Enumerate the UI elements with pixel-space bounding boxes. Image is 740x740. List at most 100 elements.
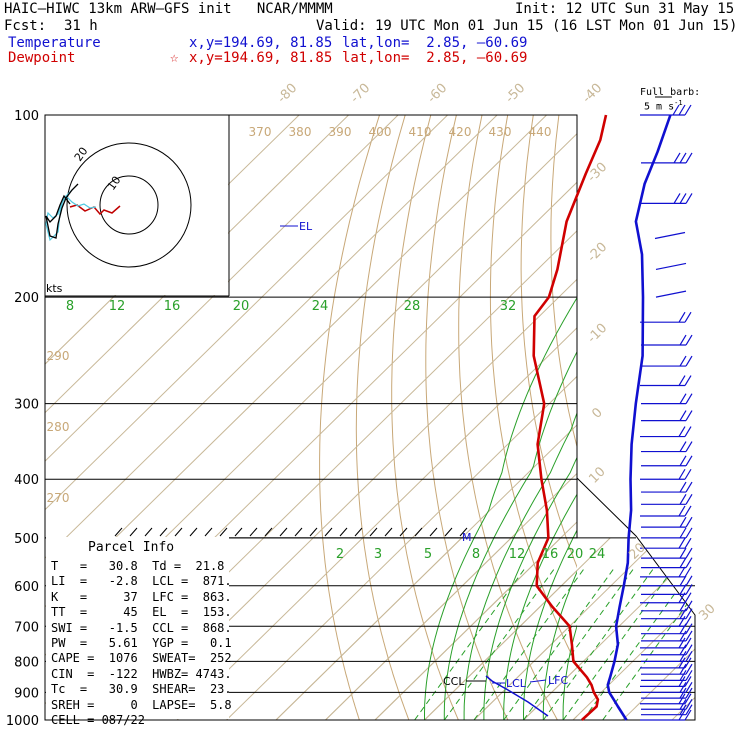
wind-barb xyxy=(640,615,692,627)
wind-barb xyxy=(641,481,693,493)
wind-barb xyxy=(640,537,692,549)
wind-barb xyxy=(641,670,693,681)
wind-barb xyxy=(655,262,687,271)
isotherm-label: -80 xyxy=(275,81,301,107)
hatch-tick xyxy=(459,527,468,537)
hatch-tick xyxy=(264,527,273,537)
parcel-info-row: CELL = 087/22 xyxy=(51,713,145,727)
moist-adiabat xyxy=(443,350,577,720)
hodograph-trace-mid xyxy=(45,188,97,242)
mixing-ratio-label: 12 xyxy=(509,547,526,562)
hatch-tick xyxy=(354,527,363,537)
parcel-info-title: Parcel Info xyxy=(88,540,175,555)
isotherm-label: -30 xyxy=(585,160,611,186)
parcel-info-row: SREH = 0 LAPSE= 5.8 xyxy=(51,697,232,712)
pressure-tick-label: 1000 xyxy=(6,714,39,729)
theta-label: 400 xyxy=(369,125,392,139)
dry-adiabat xyxy=(550,115,577,449)
wind-barb xyxy=(641,393,693,405)
pressure-tick-label: 600 xyxy=(14,580,39,595)
temperature-profile xyxy=(606,114,672,721)
init-line: Init: 12 UTC Sun 31 May 15 xyxy=(515,1,735,17)
wind-barb xyxy=(654,231,686,240)
theta-label: 270 xyxy=(47,491,70,505)
dry-adiabat xyxy=(319,115,380,720)
dewpoint-legend-label: Dewpoint xyxy=(8,50,76,66)
pressure-tick-label: 900 xyxy=(14,686,39,701)
wind-barb xyxy=(641,584,693,595)
ccl-label: CCL xyxy=(443,675,465,688)
pressure-tick-label: 300 xyxy=(14,398,39,413)
wind-barb xyxy=(640,709,692,721)
dry-adiabat xyxy=(608,115,740,720)
isotherm-label: 0 xyxy=(589,405,605,421)
wind-barb xyxy=(641,630,693,642)
wind-barb xyxy=(640,104,692,116)
parcel-info-row: SWI = -1.5 CCL = 868. xyxy=(51,620,232,635)
moist-adiabat xyxy=(503,493,577,720)
theta-label: 420 xyxy=(449,125,472,139)
moist-adiabat xyxy=(603,115,740,720)
hatch-tick xyxy=(114,527,123,537)
hatch-tick xyxy=(219,527,228,537)
parcel-info-row: PW = 5.61 YGP = 0.1 xyxy=(51,636,232,650)
wind-barb xyxy=(641,516,693,528)
isotherm-line xyxy=(424,537,611,720)
wind-barb xyxy=(640,637,692,649)
barb-legend-line2: 5 m s-1 xyxy=(644,96,683,114)
wind-barb xyxy=(640,566,692,578)
isotherm-line xyxy=(622,537,695,720)
wind-barb xyxy=(640,505,692,517)
hatch-tick xyxy=(144,527,153,537)
dry-adiabat xyxy=(713,115,740,720)
mixing-ratio-label: 5 xyxy=(424,547,432,562)
isotherm-line xyxy=(275,424,577,720)
isotherm-line xyxy=(325,472,577,720)
dry-adiabat xyxy=(661,115,740,720)
hatch-tick xyxy=(399,527,408,537)
parcel-info-row: CIN = -122 HWBZ= 4743. xyxy=(51,666,232,681)
moist-adiabat xyxy=(562,624,577,720)
isotherm-label: -60 xyxy=(425,81,451,107)
parcel-info-row: CAPE = 1076 SWEAT= 252 xyxy=(51,651,232,666)
wind-barb xyxy=(641,355,693,367)
hatch-tick xyxy=(249,527,258,537)
wind-barb xyxy=(641,704,693,716)
temperature-xy: x,y=194.69, 81.85 xyxy=(189,35,333,51)
mixing-ratio-line xyxy=(443,567,556,720)
dry-adiabat xyxy=(355,115,410,720)
hodograph-trace-upper xyxy=(45,183,79,239)
mixing-ratio-label: 16 xyxy=(542,547,559,562)
hatch-tick xyxy=(174,527,183,537)
sounding-series xyxy=(485,114,672,721)
hodograph-ring-inner xyxy=(99,175,159,235)
valid-line: Valid: 19 UTC Mon 01 Jun 15 (16 LST Mon … xyxy=(316,18,738,34)
moist-adiabat-label: 16 xyxy=(164,299,181,314)
theta-label: 430 xyxy=(489,125,512,139)
star-icon: ☆ xyxy=(170,50,179,66)
moist-adiabat xyxy=(583,115,740,720)
moist-adiabat-label: 32 xyxy=(500,299,517,314)
isotherm-label: 20 xyxy=(626,540,648,562)
hatch-tick xyxy=(234,527,243,537)
pressure-tick-label: 800 xyxy=(14,655,39,670)
hatch-tick xyxy=(204,527,213,537)
wind-barb xyxy=(641,682,693,693)
hatch-tick xyxy=(414,527,423,537)
chart-frame xyxy=(44,114,696,721)
wind-barb xyxy=(640,676,692,688)
pressure-tick-label: 700 xyxy=(14,620,39,635)
hodograph-ring-outer xyxy=(66,142,192,268)
moist-adiabat xyxy=(463,411,577,720)
moist-adiabat-label: 8 xyxy=(66,299,74,314)
wind-barb xyxy=(640,468,692,480)
isotherm-line xyxy=(473,618,577,720)
isotherm-line xyxy=(226,375,577,720)
isotherm-label: -70 xyxy=(348,81,374,107)
parcel-info-row: T = 30.8 Td = 21.8 xyxy=(51,559,225,573)
moist-adiabat-label: 28 xyxy=(404,299,421,314)
moist-adiabat xyxy=(662,115,740,720)
moist-adiabat-label: 24 xyxy=(312,299,329,314)
parcel-info-row: LI = -2.8 LCL = 871. xyxy=(51,574,232,589)
